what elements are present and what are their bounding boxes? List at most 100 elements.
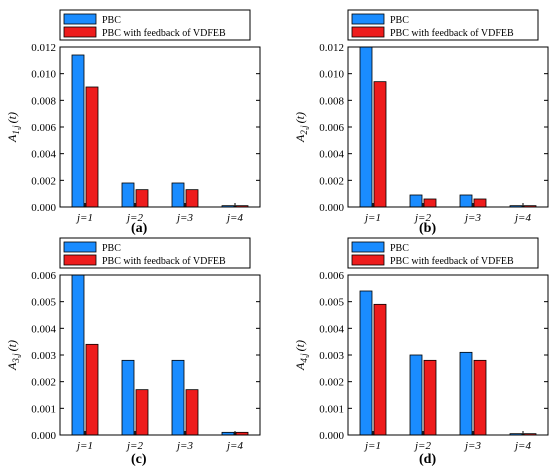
- panel-c: PBC PBC with feedback of VDFEB A3,j(t) 0…: [5, 237, 261, 467]
- plot-area: 0.000 0.001 0.002 0.003 0.004 0.005 0.006 j=1 j=…: [31, 270, 261, 452]
- x-tick-label: j=2: [413, 212, 431, 224]
- x-tick-label: j=1: [363, 440, 381, 452]
- bar-pbc: [359, 290, 373, 436]
- y-tick-label: 0.008: [319, 95, 344, 107]
- panel-d: PBC PBC with feedback of VDFEB A4,j(t) 0…: [293, 237, 549, 467]
- bar-pbc: [71, 274, 85, 436]
- bar-pbc: [409, 354, 423, 436]
- bar-vdfeb: [85, 86, 99, 208]
- legend-label-vdfeb: PBC with feedback of VDFEB: [102, 256, 226, 267]
- y-tick-label: 0.006: [319, 122, 344, 134]
- y-tick-label: 0.006: [31, 270, 56, 282]
- x-tick-label: j=3: [175, 440, 193, 452]
- y-tick-label: 0.005: [31, 297, 56, 309]
- bar-pbc: [459, 194, 473, 208]
- y-tick-label: 0.005: [319, 297, 344, 309]
- bar-vdfeb: [423, 198, 437, 208]
- legend-swatch-pbc: [63, 241, 97, 253]
- bar-vdfeb: [373, 81, 387, 208]
- x-tick-label: j=2: [125, 212, 143, 224]
- x-tick-label: j=4: [513, 212, 531, 224]
- y-axis-label: A3,j(t): [5, 340, 21, 371]
- axes-frame: [347, 46, 549, 208]
- legend: PBC PBC with feedback of VDFEB: [347, 237, 539, 269]
- panel-label: (c): [131, 452, 147, 467]
- bar-pbc: [409, 194, 423, 208]
- y-tick-label: 0.003: [31, 350, 56, 362]
- bar-vdfeb: [135, 389, 149, 436]
- plot-area: 0.000 0.002 0.004 0.006 0.008 0.010 0.012 j=1 j=…: [319, 42, 549, 224]
- plot-area: 0.000 0.002 0.004 0.006 0.008 0.010 0.012 j=1 j=…: [31, 42, 261, 224]
- bar-vdfeb: [473, 198, 487, 208]
- legend-swatch-pbc: [351, 13, 385, 25]
- legend-label-vdfeb: PBC with feedback of VDFEB: [390, 28, 514, 39]
- x-tick-label: j=1: [75, 212, 93, 224]
- legend-swatch-vdfeb: [63, 254, 97, 266]
- y-tick-label: 0.000: [31, 430, 56, 442]
- bar-pbc: [171, 359, 185, 436]
- bar-pbc: [121, 359, 135, 436]
- y-tick-label: 0.003: [319, 350, 344, 362]
- y-axis-label: A4,j(t): [293, 340, 309, 371]
- legend-label-vdfeb: PBC with feedback of VDFEB: [102, 28, 226, 39]
- plot-area: 0.000 0.001 0.002 0.003 0.004 0.005 0.006 j=1 j=…: [319, 270, 549, 452]
- bar-vdfeb: [185, 189, 199, 208]
- panel-a: PBC PBC with feedback of VDFEB A1,j(t) 0…: [5, 9, 261, 236]
- legend-label-pbc: PBC: [390, 15, 409, 26]
- y-tick-label: 0.008: [31, 95, 56, 107]
- legend-label-pbc: PBC: [102, 243, 121, 254]
- legend: PBC PBC with feedback of VDFEB: [59, 237, 251, 269]
- panel-label: (d): [419, 452, 436, 467]
- y-tick-label: 0.010: [319, 69, 344, 81]
- y-tick-label: 0.001: [319, 403, 344, 415]
- bar-pbc: [121, 182, 135, 208]
- bar-vdfeb: [373, 303, 387, 436]
- bar-pbc: [359, 46, 373, 208]
- y-tick-label: 0.002: [31, 377, 56, 389]
- y-tick-label: 0.004: [319, 323, 344, 335]
- legend-label-pbc: PBC: [390, 243, 409, 254]
- x-tick-label: j=1: [75, 440, 93, 452]
- x-tick-label: j=2: [413, 440, 431, 452]
- legend: PBC PBC with feedback of VDFEB: [347, 9, 539, 41]
- panel-label: (a): [131, 221, 148, 236]
- y-tick-label: 0.012: [31, 42, 56, 54]
- y-tick-label: 0.000: [319, 430, 344, 442]
- x-tick-label: j=4: [225, 212, 243, 224]
- bar-vdfeb: [473, 359, 487, 436]
- bar-vdfeb: [135, 189, 149, 208]
- y-axis-label: A1,j(t): [5, 112, 21, 143]
- y-tick-label: 0.002: [31, 175, 56, 187]
- x-tick-label: j=4: [513, 440, 531, 452]
- bar-pbc: [459, 351, 473, 436]
- legend-label-pbc: PBC: [102, 15, 121, 26]
- y-tick-label: 0.002: [319, 377, 344, 389]
- y-tick-label: 0.006: [31, 122, 56, 134]
- legend-label-vdfeb: PBC with feedback of VDFEB: [390, 256, 514, 267]
- y-tick-label: 0.004: [319, 149, 344, 161]
- panel-label: (b): [419, 221, 436, 236]
- panel-b: PBC PBC with feedback of VDFEB A2,j(t) 0…: [293, 9, 549, 236]
- y-tick-label: 0.000: [319, 202, 344, 214]
- y-tick-label: 0.004: [31, 149, 56, 161]
- y-tick-label: 0.012: [319, 42, 344, 54]
- x-tick-label: j=3: [175, 212, 193, 224]
- x-tick-label: j=3: [463, 212, 481, 224]
- y-tick-label: 0.000: [31, 202, 56, 214]
- legend-swatch-pbc: [63, 13, 97, 25]
- bar-vdfeb: [185, 389, 199, 436]
- bar-pbc: [171, 182, 185, 208]
- legend: PBC PBC with feedback of VDFEB: [59, 9, 251, 41]
- y-tick-label: 0.002: [319, 175, 344, 187]
- bar-pbc: [71, 54, 85, 208]
- axes-frame: [59, 46, 261, 208]
- axes-frame: [347, 274, 549, 436]
- legend-swatch-vdfeb: [351, 254, 385, 266]
- y-tick-label: 0.001: [31, 403, 56, 415]
- y-tick-label: 0.010: [31, 69, 56, 81]
- bar-vdfeb: [423, 359, 437, 436]
- axes-frame: [59, 274, 261, 436]
- legend-swatch-pbc: [351, 241, 385, 253]
- legend-swatch-vdfeb: [63, 26, 97, 38]
